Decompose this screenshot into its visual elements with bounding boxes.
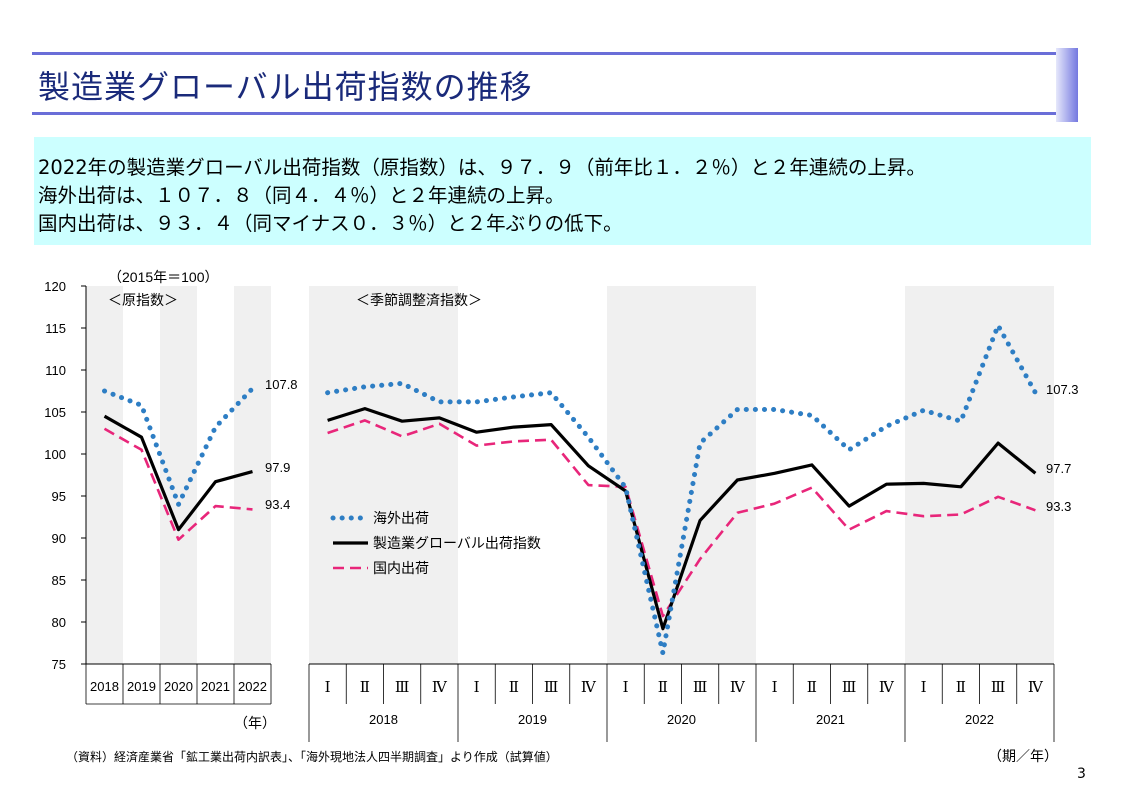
annual-shade-band (160, 286, 197, 664)
quarter-tick-label: Ⅱ (360, 680, 370, 696)
source-note: （資料）経済産業省「鉱工業出荷内訳表」、「海外現地法人四半期調査」より作成（試算… (66, 750, 558, 764)
quarter-tick-label: Ⅱ (807, 680, 817, 696)
quarter-tick-label: Ⅳ (730, 680, 746, 696)
annual-panel-label: ＜原指数＞ (108, 292, 178, 308)
annual-end-label: 97.9 (265, 460, 290, 475)
summary-line: 海外出荷は、１０７．８（同４．４％）と２年連続の上昇。 (38, 184, 565, 207)
quarterly-line-global (327, 407, 1037, 631)
annual-unit-label: （年） (234, 715, 276, 731)
quarter-tick-label: Ⅰ (772, 680, 778, 696)
summary-line: 国内出荷は、９３．４（同マイナス０．３％）と２年ぶりの低下。 (38, 212, 623, 235)
year-shade-band (905, 286, 1054, 664)
y-tick-label: 120 (44, 279, 66, 294)
quarter-tick-label: Ⅳ (1028, 680, 1044, 696)
page-number: 3 (1077, 766, 1086, 782)
y-tick-label: 90 (52, 531, 66, 546)
y-tick-label: 75 (52, 657, 66, 672)
summary-box: 2022年の製造業グローバル出荷指数（原指数）は、９７．９（前年比１．２％）と２… (34, 137, 1091, 245)
quarter-tick-label: Ⅲ (693, 680, 707, 696)
title-rule-top (32, 52, 1056, 55)
quarter-tick-label: Ⅰ (474, 680, 480, 696)
quarter-tick-label: Ⅰ (623, 680, 629, 696)
quarter-tick-label: Ⅲ (842, 680, 856, 696)
year-label: 2021 (816, 712, 845, 727)
annual-shade-band (86, 286, 123, 664)
quarter-tick-label: Ⅲ (991, 680, 1005, 696)
quarter-tick-label: Ⅰ (921, 680, 927, 696)
year-label: 2022 (965, 712, 994, 727)
y-tick-label: 100 (44, 447, 66, 462)
y-tick-label: 80 (52, 615, 66, 630)
year-label: 2020 (667, 712, 696, 727)
year-label: 2018 (369, 712, 398, 727)
summary-line: 2022年の製造業グローバル出荷指数（原指数）は、９７．９（前年比１．２％）と２… (38, 156, 926, 179)
annual-tick-label: 2020 (164, 679, 193, 694)
quarter-tick-label: Ⅲ (395, 680, 409, 696)
quarter-tick-label: Ⅲ (544, 680, 558, 696)
year-label: 2019 (518, 712, 547, 727)
quarterly-end-label: 107.3 (1046, 382, 1079, 397)
quarterly-panel-label: ＜季節調整済指数＞ (356, 292, 482, 308)
y-tick-label: 110 (45, 363, 66, 378)
annual-line-domestic (103, 427, 253, 542)
annual-line-global (103, 414, 253, 532)
quarterly-end-label: 97.7 (1046, 461, 1071, 476)
annual-line-overseas (102, 386, 255, 507)
y-tick-label: 85 (52, 573, 66, 588)
annual-tick-label: 2021 (201, 679, 230, 694)
year-shade-band (309, 286, 458, 664)
quarter-tick-label: Ⅳ (432, 680, 448, 696)
annual-tick-label: 2022 (238, 679, 267, 694)
legend-label: 海外出荷 (373, 510, 429, 526)
year-shade-band (607, 286, 756, 664)
quarterly-line-overseas (325, 323, 1038, 656)
y-tick-label: 105 (44, 405, 66, 420)
legend-label: 国内出荷 (373, 560, 429, 576)
annual-tick-label: 2019 (127, 679, 156, 694)
period-unit-label: （期／年） (988, 749, 1058, 765)
y-tick-label: 115 (45, 321, 66, 336)
quarter-tick-label: Ⅳ (879, 680, 895, 696)
legend-label: 製造業グローバル出荷指数 (373, 535, 541, 551)
quarter-tick-label: Ⅱ (509, 680, 519, 696)
slide-title: 製造業グローバル出荷指数の推移 (38, 68, 533, 106)
quarter-tick-label: Ⅳ (581, 680, 597, 696)
quarter-tick-label: Ⅱ (658, 680, 668, 696)
annual-tick-label: 2018 (90, 679, 119, 694)
quarterly-end-label: 93.3 (1046, 499, 1071, 514)
quarter-tick-label: Ⅰ (325, 680, 331, 696)
quarterly-line-domestic (327, 419, 1036, 618)
quarter-tick-label: Ⅱ (956, 680, 966, 696)
annual-end-label: 93.4 (265, 497, 290, 512)
y-tick-label: 95 (52, 489, 66, 504)
base-year-note: （2015年＝100） (108, 269, 219, 285)
annual-end-label: 107.8 (265, 377, 298, 392)
title-accent-block (1056, 48, 1078, 122)
title-rule-bottom (32, 112, 1056, 115)
